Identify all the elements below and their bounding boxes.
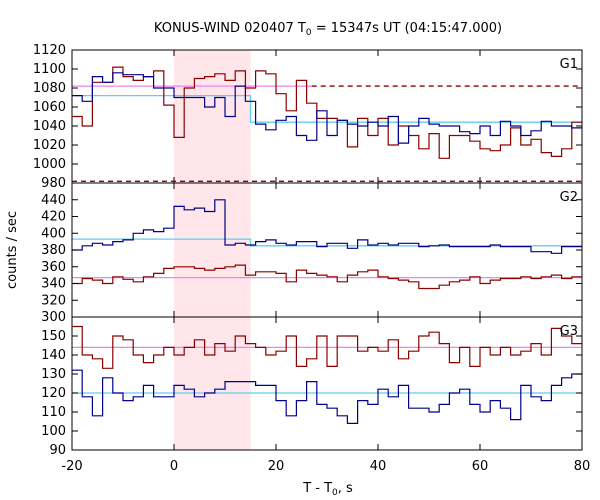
- x-axis-label: T - T0, s: [302, 481, 353, 498]
- g3-series-1: [72, 369, 582, 424]
- chart-title: KONUS-WIND 020407 T0 = 15347s UT (04:15:…: [154, 21, 502, 38]
- g2-series-1: [72, 264, 582, 290]
- g2-ytick-label-1: 320: [41, 293, 66, 308]
- g1-ytick-label-7: 1120: [33, 43, 66, 58]
- g3-ytick-label-2: 110: [41, 405, 66, 420]
- y-axis-label: counts / sec: [5, 211, 20, 289]
- g2-frame: [71, 182, 583, 318]
- xtick-label-4: 60: [472, 459, 489, 474]
- g3-frame: [71, 316, 583, 451]
- xtick-label-5: 80: [574, 459, 591, 474]
- g3-ytick-label-0: 90: [49, 443, 66, 458]
- g2-series-0: [72, 199, 582, 254]
- plot-area: 9801000102010401060108011001120G13003203…: [33, 43, 590, 474]
- xtick-label-1: 0: [170, 459, 178, 474]
- g1-panel-label: G1: [560, 57, 578, 72]
- g1-ytick-label-4: 1060: [33, 100, 66, 115]
- g3-panel-label: G3: [560, 324, 578, 339]
- g3-ytick-label-3: 120: [41, 386, 66, 401]
- g2-background-0: [72, 238, 582, 247]
- g1-ytick-label-1: 1000: [33, 157, 66, 172]
- g1-ytick-label-5: 1080: [33, 81, 66, 96]
- g3-series-0: [72, 325, 582, 369]
- g2-ytick-label-6: 420: [41, 210, 66, 225]
- xtick-label-0: -20: [61, 459, 82, 474]
- g2-ytick-label-5: 400: [41, 226, 66, 241]
- burst-interval-shade: [174, 50, 251, 450]
- g2-ytick-label-7: 440: [41, 193, 66, 208]
- xtick-label-2: 20: [268, 459, 285, 474]
- g1-ytick-label-3: 1040: [33, 119, 66, 134]
- g1-ytick-label-6: 1100: [33, 62, 66, 77]
- g1-ytick-label-0: 980: [41, 176, 66, 191]
- g3-ytick-label-5: 140: [41, 348, 66, 363]
- g3-ytick-label-4: 130: [41, 367, 66, 382]
- g2-ytick-label-0: 300: [41, 310, 66, 325]
- g3-ytick-label-1: 100: [41, 424, 66, 439]
- g1-series-1: [72, 72, 582, 144]
- xtick-label-3: 40: [370, 459, 387, 474]
- g1-ytick-label-2: 1020: [33, 138, 66, 153]
- g2-ytick-label-2: 340: [41, 277, 66, 292]
- g3-ytick-label-6: 150: [41, 329, 66, 344]
- g2-ytick-label-3: 360: [41, 260, 66, 275]
- g1-background-0: [72, 94, 582, 123]
- g2-panel-label: G2: [560, 190, 578, 205]
- g2-ytick-label-4: 380: [41, 243, 66, 258]
